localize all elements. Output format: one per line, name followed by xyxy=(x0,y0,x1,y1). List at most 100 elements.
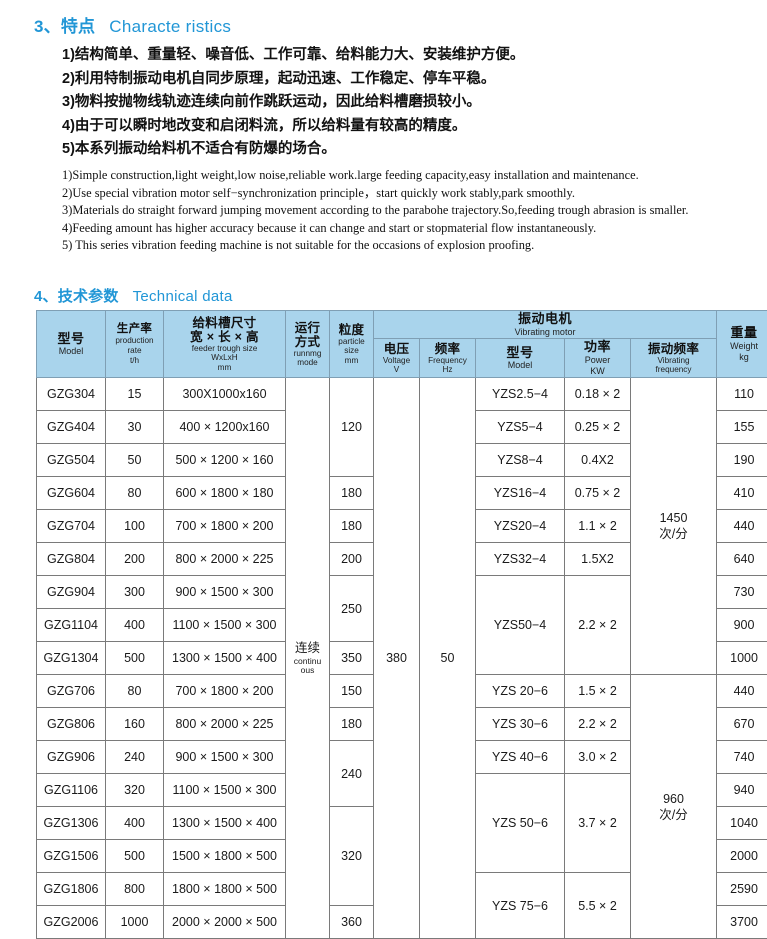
cell-motor-model: YZS8−4 xyxy=(476,444,565,477)
header-runmode-en2: mode xyxy=(287,358,328,368)
run-mode-en2: ous xyxy=(286,666,329,676)
cell-production-rate: 400 xyxy=(106,807,164,840)
header-power-unit: KW xyxy=(566,366,629,377)
vib-frequency-value: 960 xyxy=(631,791,716,807)
list-item: 4)Feeding amount has higher accuracy bec… xyxy=(62,220,688,238)
list-item: 5) This series vibration feeding machine… xyxy=(62,237,688,255)
header-vibfreq-en1: Vibrating xyxy=(632,356,715,366)
cell-model: GZG504 xyxy=(37,444,106,477)
cell-weight: 440 xyxy=(717,675,767,708)
cell-power: 3.0 × 2 xyxy=(565,741,631,774)
table-header: 型号 Model 生产率 production rate t/h 给料槽尺寸 宽… xyxy=(37,311,767,378)
header-model-en: Model xyxy=(38,346,104,357)
cell-production-rate: 100 xyxy=(106,510,164,543)
header-row-1: 型号 Model 生产率 production rate t/h 给料槽尺寸 宽… xyxy=(37,311,767,339)
cell-trough-size: 700 × 1800 × 200 xyxy=(164,510,286,543)
cell-motor-model: YZS2.5−4 xyxy=(476,378,565,411)
header-motor-cn: 振动电机 xyxy=(375,312,715,327)
cell-model: GZG906 xyxy=(37,741,106,774)
cell-motor-model: YZS50−4 xyxy=(476,576,565,675)
header-trough-unit: mm xyxy=(165,363,284,373)
cell-production-rate: 800 xyxy=(106,873,164,906)
cell-motor-model: YZS20−4 xyxy=(476,510,565,543)
header-particle-en1: particle xyxy=(331,337,372,347)
cell-particle-size: 120 xyxy=(330,378,374,477)
cell-trough-size: 800 × 2000 × 225 xyxy=(164,708,286,741)
cell-model: GZG1306 xyxy=(37,807,106,840)
cell-power: 2.2 × 2 xyxy=(565,576,631,675)
cell-production-rate: 80 xyxy=(106,675,164,708)
cell-trough-size: 1300 × 1500 × 400 xyxy=(164,642,286,675)
header-particle-en2: size xyxy=(331,346,372,356)
list-item: 1)Simple construction,light weight,low n… xyxy=(62,167,688,185)
cell-motor-model: YZS 30−6 xyxy=(476,708,565,741)
cell-model: GZG2006 xyxy=(37,906,106,939)
cell-model: GZG904 xyxy=(37,576,106,609)
cell-motor-model: YZS5−4 xyxy=(476,411,565,444)
cell-production-rate: 240 xyxy=(106,741,164,774)
cell-weight: 190 xyxy=(717,444,767,477)
header-weight-unit: kg xyxy=(718,352,767,363)
section-title-cn: 特点 xyxy=(61,17,95,36)
cell-power: 0.4X2 xyxy=(565,444,631,477)
cell-trough-size: 900 × 1500 × 300 xyxy=(164,741,286,774)
header-runmode-cn2: 方式 xyxy=(287,335,328,349)
header-runmode-cn1: 运行 xyxy=(287,321,328,335)
header-vibfreq-cn: 振动频率 xyxy=(632,342,715,356)
cell-voltage: 380 xyxy=(374,378,420,939)
header-runmode-en1: runnmg xyxy=(287,349,328,359)
cell-model: GZG404 xyxy=(37,411,106,444)
header-weight-en: Weight xyxy=(718,341,767,352)
cell-production-rate: 500 xyxy=(106,642,164,675)
section-title-en: Technical data xyxy=(133,288,233,305)
cell-weight: 2590 xyxy=(717,873,767,906)
cell-trough-size: 1500 × 1800 × 500 xyxy=(164,840,286,873)
cell-particle-size: 250 xyxy=(330,576,374,642)
header-trough-cn1: 给料槽尺寸 xyxy=(165,316,284,330)
header-motor-group: 振动电机 Vibrating motor xyxy=(374,311,717,339)
header-weight: 重量 Weight kg xyxy=(717,311,767,378)
cell-frequency: 50 xyxy=(420,378,476,939)
header-motor-en: Vibrating motor xyxy=(375,327,715,338)
cell-motor-model: YZS 75−6 xyxy=(476,873,565,939)
cell-model: GZG804 xyxy=(37,543,106,576)
list-item: 2)利用特制振动电机自同步原理，起动迅速、工作稳定、停车平稳。 xyxy=(62,68,524,92)
header-frequency-cn: 频率 xyxy=(421,342,474,356)
cell-trough-size: 1800 × 1800 × 500 xyxy=(164,873,286,906)
section-number: 4、 xyxy=(34,288,58,305)
cell-weight: 410 xyxy=(717,477,767,510)
list-item: 3)物料按抛物线轨迹连续向前作跳跃运动，因此给料槽磨损较小。 xyxy=(62,91,524,115)
header-vibfreq-en2: frequency xyxy=(632,365,715,375)
cell-power: 1.5 × 2 xyxy=(565,675,631,708)
cell-weight: 2000 xyxy=(717,840,767,873)
header-voltage-en: Voltage xyxy=(375,356,418,366)
section-number: 3、 xyxy=(34,17,61,36)
cell-model: GZG704 xyxy=(37,510,106,543)
header-trough-size: 给料槽尺寸 宽 × 长 × 高 feeder trough size WxLxH… xyxy=(164,311,286,378)
vib-frequency-unit: 次/分 xyxy=(631,526,716,542)
header-voltage-cn: 电压 xyxy=(375,342,418,356)
cell-production-rate: 160 xyxy=(106,708,164,741)
header-trough-cn2: 宽 × 长 × 高 xyxy=(165,330,284,344)
cell-model: GZG806 xyxy=(37,708,106,741)
run-mode-cn: 连续 xyxy=(286,641,329,657)
header-particle-unit: mm xyxy=(331,356,372,366)
cell-particle-size: 200 xyxy=(330,543,374,576)
header-motormodel-en: Model xyxy=(477,360,563,371)
cell-particle-size: 320 xyxy=(330,807,374,906)
cell-particle-size: 180 xyxy=(330,708,374,741)
header-rate-cn: 生产率 xyxy=(107,323,162,336)
cell-weight: 155 xyxy=(717,411,767,444)
vib-frequency-unit: 次/分 xyxy=(631,807,716,823)
cell-trough-size: 1100 × 1500 × 300 xyxy=(164,609,286,642)
cell-power: 1.5X2 xyxy=(565,543,631,576)
cell-particle-size: 180 xyxy=(330,477,374,510)
cell-production-rate: 200 xyxy=(106,543,164,576)
cell-particle-size: 350 xyxy=(330,642,374,675)
header-trough-en1: feeder trough size xyxy=(165,344,284,354)
